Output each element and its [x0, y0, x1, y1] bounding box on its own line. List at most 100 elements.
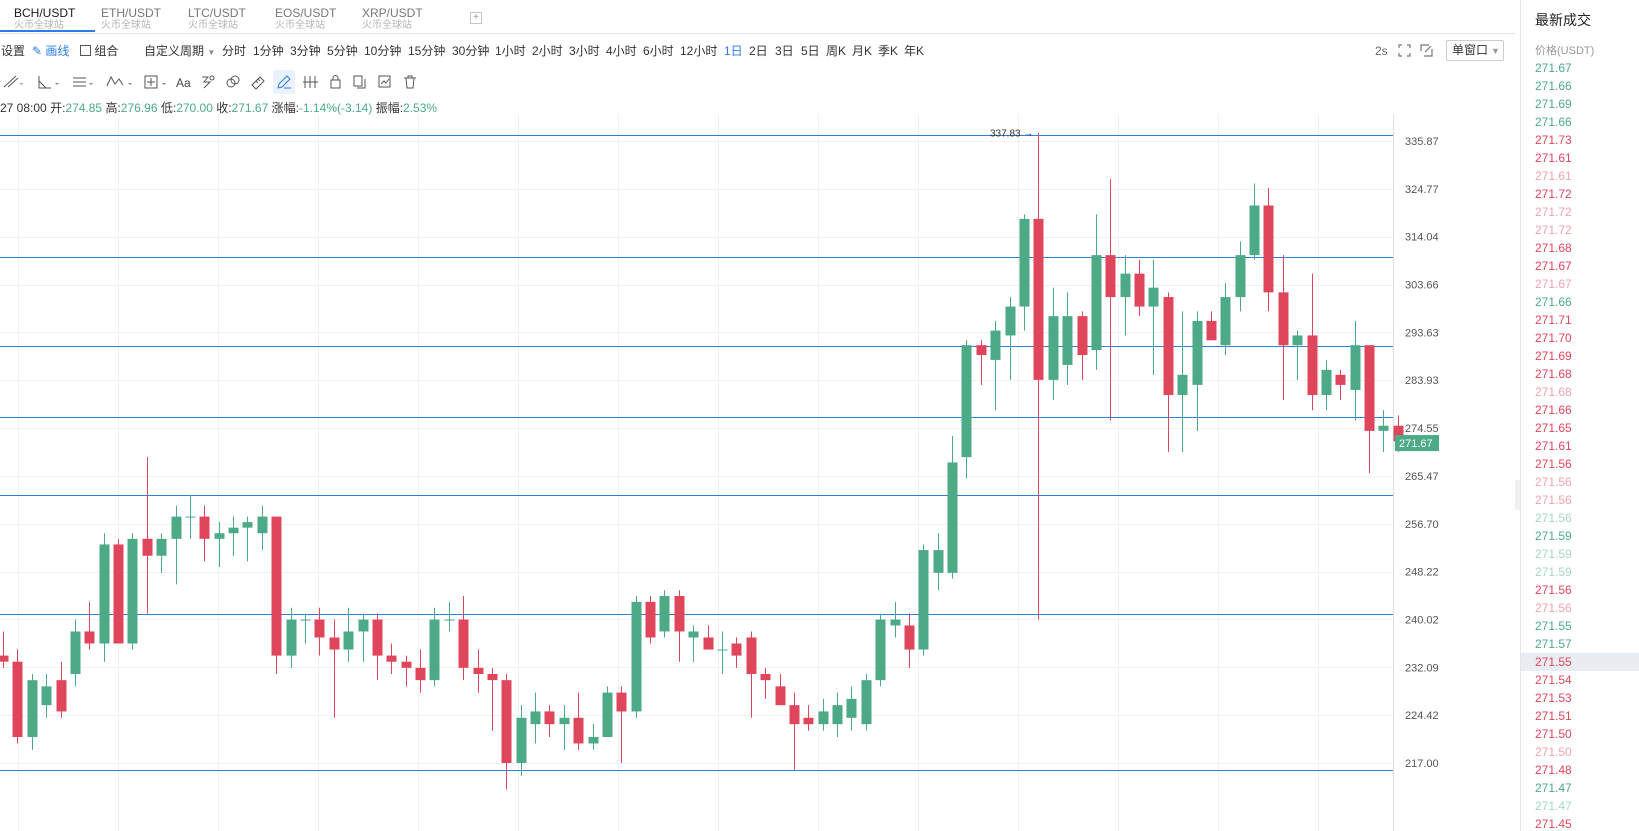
draw-button[interactable]: ✎ 画线 — [32, 44, 69, 58]
candle-body — [257, 516, 268, 534]
candle-body — [127, 538, 138, 644]
trend-line-icon[interactable] — [0, 70, 23, 94]
tab-eos-usdt[interactable]: EOS/USDT 火币全球站 — [261, 2, 351, 32]
crosshair-icon[interactable] — [141, 70, 166, 94]
combine-button[interactable]: 组合 — [80, 44, 118, 58]
candle-body — [113, 544, 124, 644]
text-icon[interactable]: Aa — [172, 70, 194, 94]
trade-row: 271.45 — [1535, 817, 1572, 831]
period-month[interactable]: 月K — [852, 44, 873, 58]
period-3h[interactable]: 3小时 — [569, 44, 600, 58]
ruler-icon[interactable] — [247, 70, 269, 94]
period-5d[interactable]: 5日 — [801, 44, 820, 58]
tab-exchange: 火币全球站 — [362, 20, 412, 31]
trash-icon[interactable] — [399, 70, 421, 94]
trade-row: 271.66 — [1535, 79, 1572, 93]
trade-row: 271.68 — [1535, 367, 1572, 381]
tab-pair: EOS/USDT — [275, 6, 337, 20]
tab-eth-usdt[interactable]: ETH/USDT 火币全球站 — [87, 2, 177, 32]
candle-body — [329, 637, 340, 650]
period-5min[interactable]: 5分钟 — [327, 44, 358, 58]
candle-body — [976, 345, 987, 356]
candle-body — [286, 619, 297, 656]
candle-body — [401, 661, 412, 668]
period-week[interactable]: 周K — [826, 44, 847, 58]
window-mode-select[interactable]: 单窗口 ▼ — [1446, 40, 1504, 61]
pattern-icon[interactable] — [197, 70, 219, 94]
tab-ltc-usdt[interactable]: LTC/USDT 火币全球站 — [174, 2, 264, 32]
trade-row: 271.72 — [1535, 187, 1572, 201]
period-2d[interactable]: 2日 — [749, 44, 768, 58]
max-price-label: 337.83 → — [990, 129, 1033, 140]
trades-title: 最新成交 — [1535, 12, 1591, 28]
candle-body — [530, 711, 541, 725]
candle-body — [717, 649, 728, 651]
candle-body — [199, 516, 210, 539]
y-tick-label: 293.63 — [1405, 327, 1439, 339]
copy-icon[interactable] — [349, 70, 371, 94]
period-12h[interactable]: 12小时 — [680, 44, 718, 58]
candle-body — [41, 686, 52, 706]
panel-collapse-handle[interactable] — [1515, 480, 1521, 510]
period-1h[interactable]: 1小时 — [495, 44, 526, 58]
period-15min[interactable]: 15分钟 — [408, 44, 446, 58]
period-quarter[interactable]: 季K — [878, 44, 899, 58]
custom-period-select[interactable]: 自定义周期 ▼ — [144, 44, 215, 60]
fullscreen-icon[interactable] — [1398, 44, 1411, 60]
period-6h[interactable]: 6小时 — [643, 44, 674, 58]
candle-body — [760, 673, 771, 681]
period-year[interactable]: 年K — [904, 44, 925, 58]
refresh-interval[interactable]: 2s — [1375, 44, 1388, 58]
screenshot-icon[interactable] — [1420, 44, 1433, 60]
candle-body — [818, 711, 829, 725]
period-3d[interactable]: 3日 — [775, 44, 794, 58]
add-tab-button[interactable]: + — [470, 12, 482, 24]
y-tick-label: 224.42 — [1405, 710, 1439, 722]
measure-icon[interactable] — [299, 70, 321, 94]
candle-body — [588, 736, 599, 744]
candle-body — [70, 631, 81, 674]
tab-xrp-usdt[interactable]: XRP/USDT 火币全球站 — [348, 2, 438, 32]
candle-body — [1321, 369, 1332, 395]
trade-row: 271.56 — [1535, 601, 1572, 615]
trades-list: 271.67 271.66 271.69 271.66 271.73 271.61 271.… — [1521, 59, 1639, 831]
period-1min[interactable]: 1分钟 — [253, 44, 284, 58]
candle-body — [1163, 297, 1174, 395]
candle-body — [473, 667, 484, 674]
lock-icon[interactable] — [325, 70, 347, 94]
candle-body — [1048, 316, 1059, 380]
period-2h[interactable]: 2小时 — [532, 44, 563, 58]
y-tick-label: 240.02 — [1405, 614, 1439, 626]
y-tick-label: 303.66 — [1405, 280, 1439, 292]
candle-body — [631, 601, 642, 712]
candle-body — [185, 516, 196, 518]
magnet-icon[interactable] — [222, 70, 244, 94]
angle-icon[interactable] — [34, 70, 59, 94]
candle-body — [142, 538, 153, 556]
candle-body — [1148, 287, 1159, 307]
wave-icon[interactable] — [103, 70, 132, 94]
period-3min[interactable]: 3分钟 — [290, 44, 321, 58]
candle-body — [1177, 374, 1188, 395]
period-4h[interactable]: 4小时 — [606, 44, 637, 58]
period-fenshi[interactable]: 分时 — [222, 44, 247, 58]
horizontal-lines-icon[interactable] — [68, 70, 93, 94]
candlestick-chart[interactable]: 335.87 324.77 314.04 303.66 293.63 283.93 274.… — [0, 114, 1515, 831]
layout-icon — [80, 45, 91, 56]
trade-row: 271.70 — [1535, 331, 1572, 345]
trade-row: 271.71 — [1535, 313, 1572, 327]
period-1d[interactable]: 1日 — [724, 44, 743, 58]
settings-button[interactable]: 设置 — [1, 44, 26, 58]
candle-body — [429, 619, 440, 681]
period-30min[interactable]: 30分钟 — [452, 44, 490, 58]
amplitude-label: 振幅: — [375, 101, 404, 115]
y-tick-label: 335.87 — [1405, 136, 1439, 148]
trade-row: 271.67 — [1535, 61, 1572, 75]
candle-body — [990, 330, 1001, 360]
hide-icon[interactable] — [374, 70, 396, 94]
tab-bch-usdt[interactable]: BCH/USDT 火币全球站 — [0, 2, 95, 32]
pencil-icon[interactable] — [273, 70, 295, 94]
candle-body — [1278, 292, 1289, 346]
period-10min[interactable]: 10分钟 — [364, 44, 402, 58]
candle-body — [703, 637, 714, 650]
